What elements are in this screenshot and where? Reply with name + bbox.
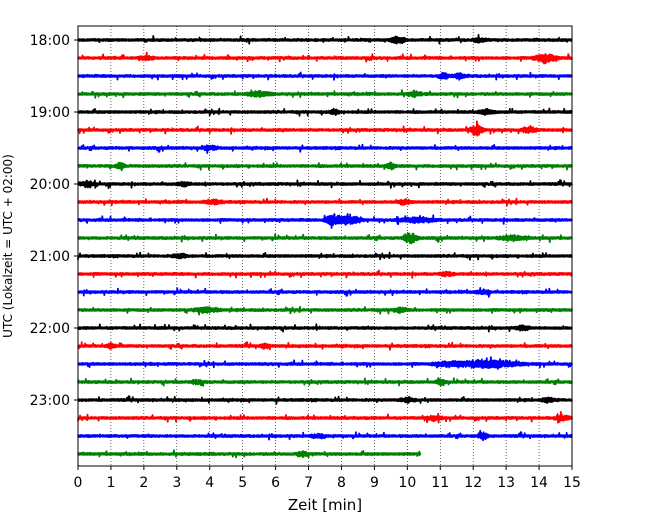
trace-2345 xyxy=(77,449,422,459)
y-tick-label: 23:00 xyxy=(30,393,70,409)
x-tick-label: 0 xyxy=(74,475,83,491)
minute-grid xyxy=(110,26,540,466)
x-tick-label: 2 xyxy=(139,475,148,491)
plot-area xyxy=(78,26,572,466)
trace-2215 xyxy=(77,341,573,351)
x-tick-label: 7 xyxy=(304,475,313,491)
trace-2030 xyxy=(77,212,573,229)
trace-1800 xyxy=(77,34,573,45)
trace-2245 xyxy=(77,377,573,387)
x-tick-label: 11 xyxy=(431,475,449,491)
trace-2330 xyxy=(77,429,573,442)
y-tick-label: 21:00 xyxy=(30,249,70,265)
trace-2015 xyxy=(77,197,573,207)
x-tick-label: 14 xyxy=(530,475,548,491)
trace-2300 xyxy=(77,395,573,405)
y-tick-label: 22:00 xyxy=(30,321,70,337)
x-tick-label: 3 xyxy=(172,475,181,491)
trace-1845 xyxy=(77,89,573,99)
x-axis-ticks: 0 1 2 3 4 5 6 7 8 9 10 11 12 13 14 15 xyxy=(74,466,581,491)
trace-2230 xyxy=(77,356,573,370)
x-tick-label: 15 xyxy=(563,475,581,491)
trace-2115 xyxy=(77,269,573,279)
trace-2130 xyxy=(77,286,573,298)
trace-1930 xyxy=(77,143,573,154)
y-tick-label: 18:00 xyxy=(30,33,70,49)
x-tick-label: 9 xyxy=(370,475,379,491)
x-tick-label: 1 xyxy=(106,475,115,491)
x-tick-label: 4 xyxy=(205,475,214,491)
trace-2100 xyxy=(77,251,573,261)
x-tick-label: 13 xyxy=(497,475,515,491)
trace-2000 xyxy=(77,179,573,189)
trace-2315 xyxy=(77,411,573,424)
x-tick-label: 12 xyxy=(464,475,482,491)
x-tick-label: 6 xyxy=(271,475,280,491)
trace-2145 xyxy=(77,305,573,316)
x-axis-label: Zeit [min] xyxy=(288,496,362,514)
x-tick-label: 8 xyxy=(337,475,346,491)
trace-1945 xyxy=(77,161,573,172)
trace-1830 xyxy=(77,71,573,81)
axes-frame xyxy=(77,25,573,467)
trace-2200 xyxy=(77,323,573,333)
y-axis-ticks: 18:00 19:00 20:00 21:00 22:00 23:00 xyxy=(30,33,78,409)
seismic-traces xyxy=(77,34,573,459)
x-tick-label: 10 xyxy=(398,475,416,491)
x-tick-label: 5 xyxy=(238,475,247,491)
y-tick-label: 20:00 xyxy=(30,177,70,193)
y-axis-label: UTC (Lokalzeit = UTC + 02:00) xyxy=(1,154,15,338)
trace-1915 xyxy=(77,120,573,137)
trace-1815 xyxy=(77,51,573,65)
trace-2045 xyxy=(77,231,573,245)
y-tick-label: 19:00 xyxy=(30,105,70,121)
trace-1900 xyxy=(77,107,573,117)
